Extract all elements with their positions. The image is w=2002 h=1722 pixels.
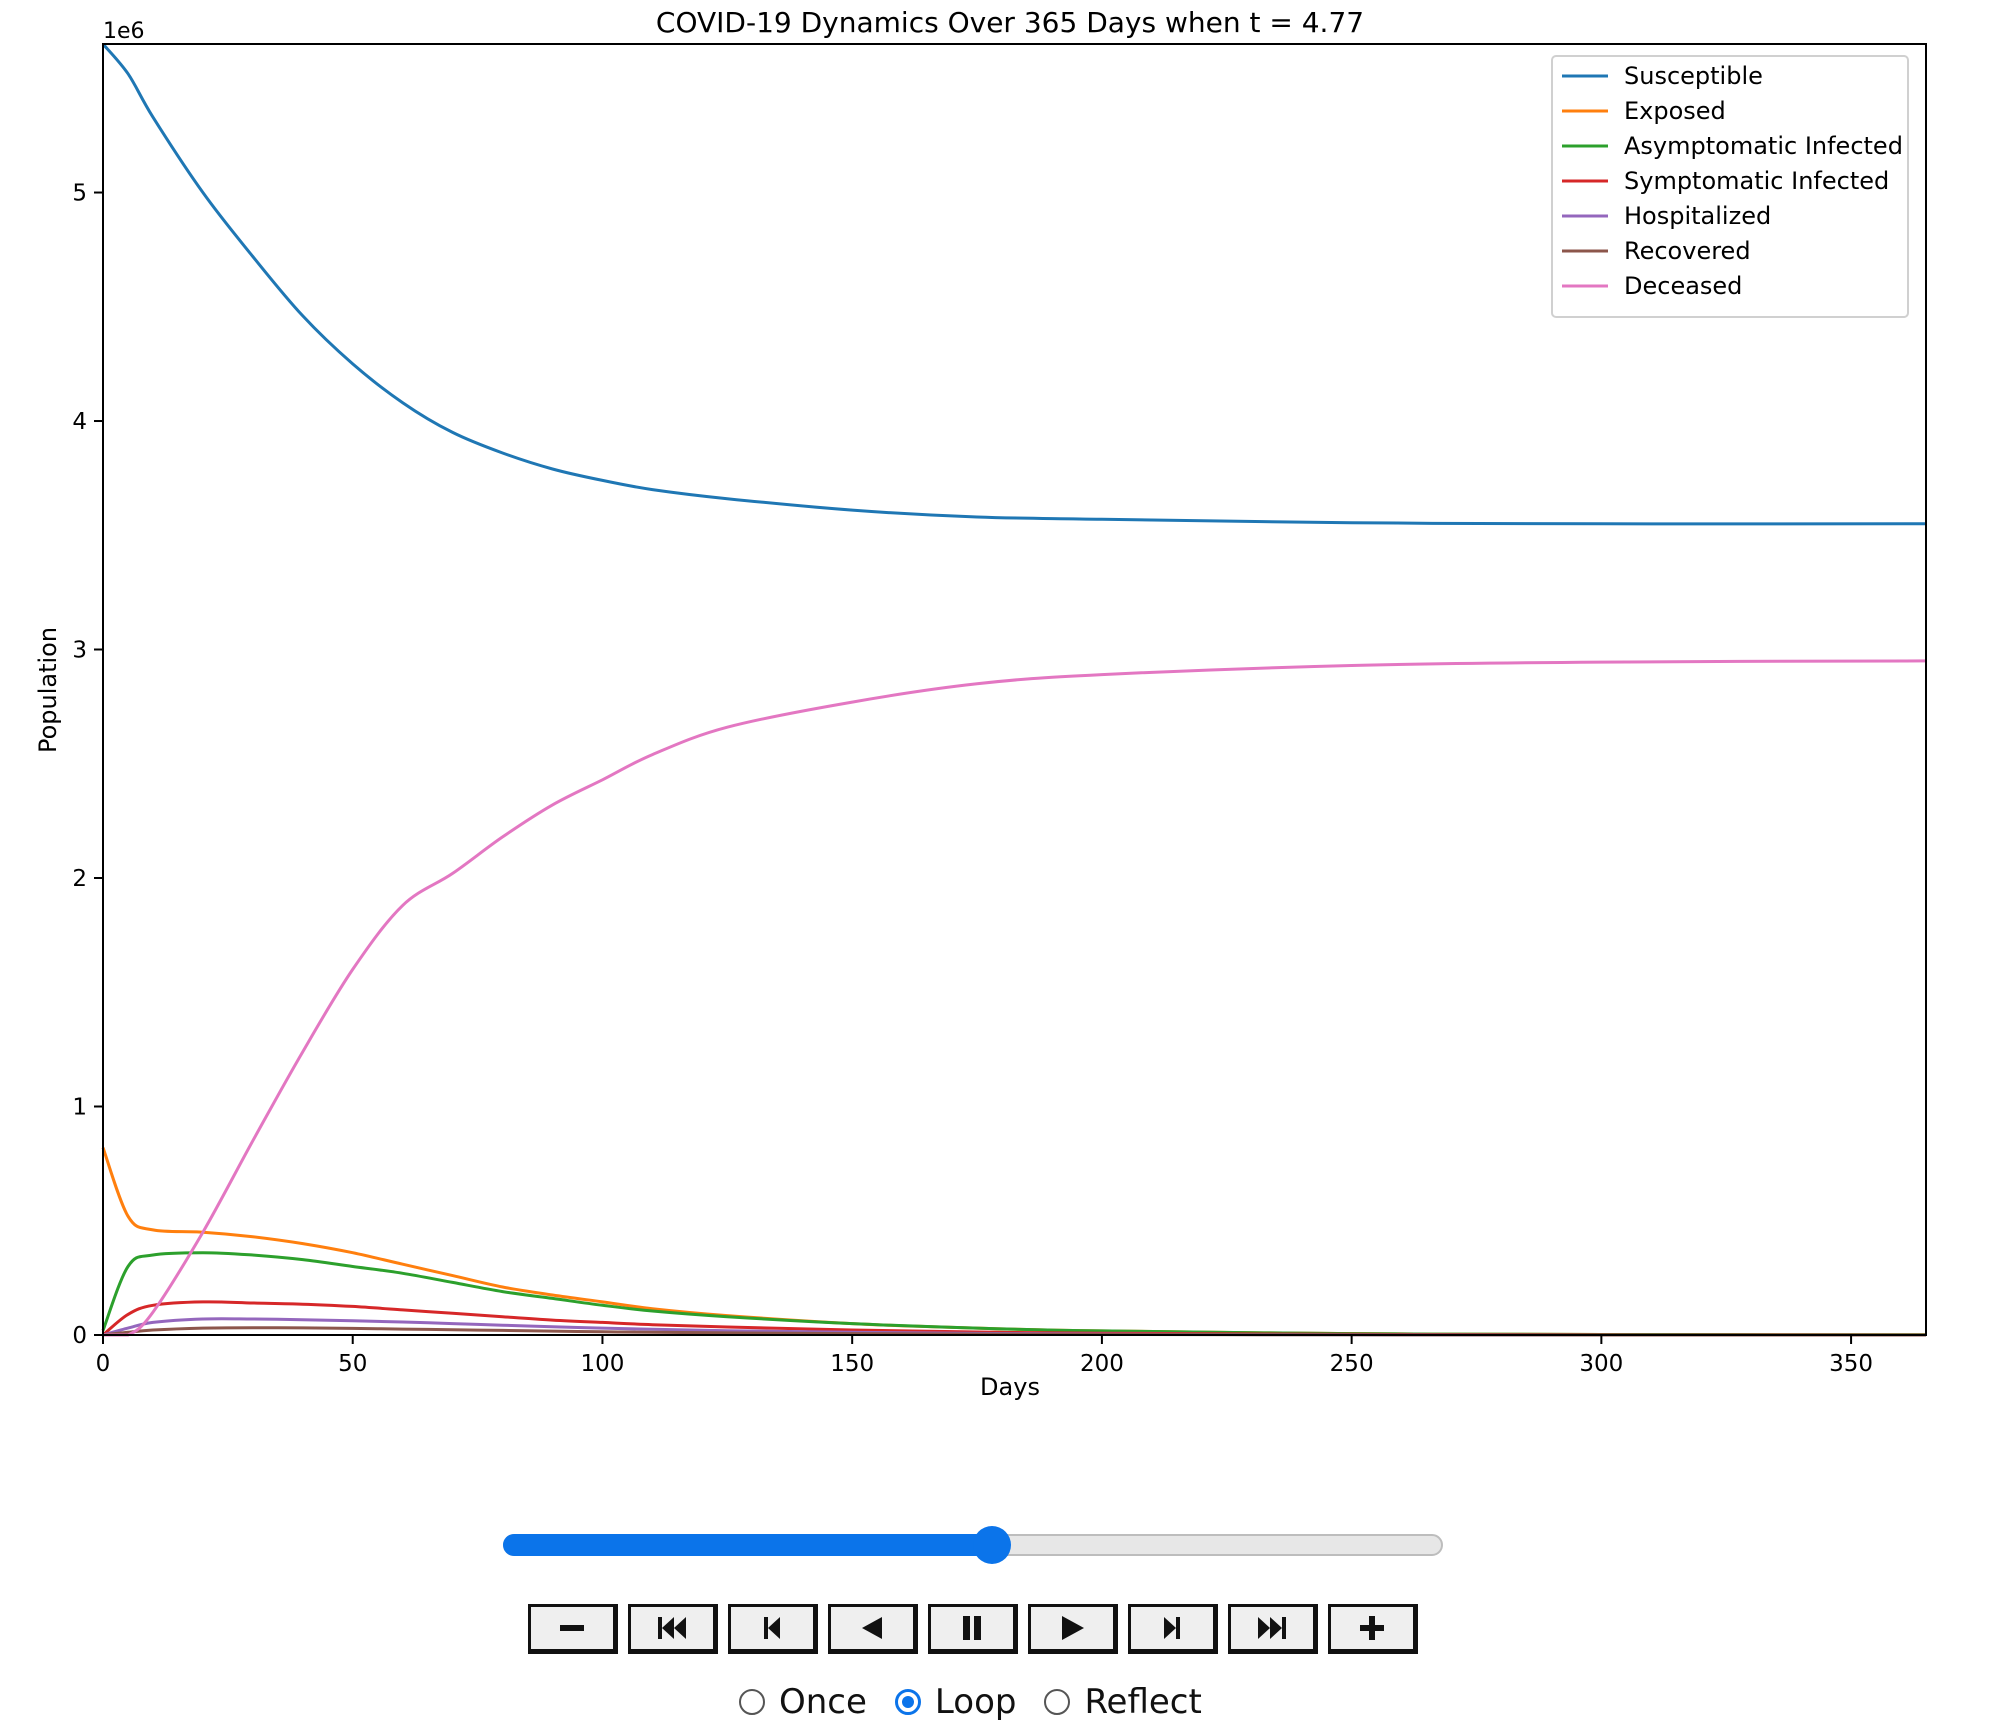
legend-entry: Susceptible [1624, 62, 1763, 90]
slider-fill [503, 1534, 992, 1556]
legend-entry: Recovered [1624, 237, 1751, 265]
animation-slider[interactable] [503, 1523, 1443, 1567]
legend: Susceptible Exposed Asymptomatic Infected S… [1551, 55, 1909, 318]
x-tick-label: 100 [580, 1351, 624, 1377]
first-frame-button[interactable] [628, 1604, 718, 1654]
legend-entry: Symptomatic Infected [1624, 167, 1889, 195]
x-tick-label: 250 [1330, 1351, 1374, 1377]
play-button[interactable] [1028, 1604, 1118, 1654]
series-line-hospitalized [102, 1317, 1926, 1337]
radio-once[interactable] [739, 1689, 765, 1715]
previous-frame-button[interactable] [728, 1604, 818, 1654]
x-tick-label: 200 [1080, 1351, 1124, 1377]
play-reverse-icon [862, 1617, 882, 1639]
mode-loop[interactable]: Loop [894, 1682, 1017, 1722]
mode-once[interactable]: Once [739, 1682, 867, 1722]
last-frame-button[interactable] [1228, 1604, 1318, 1654]
series-line-deceased [103, 659, 1927, 1337]
slider-thumb[interactable] [972, 1526, 1011, 1564]
loop-mode-group: Once Loop Reflect [739, 1682, 1230, 1722]
y-scale-label: 1e6 [103, 19, 145, 44]
mode-reflect[interactable]: Reflect [1044, 1682, 1202, 1722]
plus-icon [1360, 1616, 1384, 1640]
y-tick-label: 3 [72, 638, 87, 664]
x-tick-label: 300 [1579, 1351, 1623, 1377]
mode-reflect-label: Reflect [1084, 1682, 1202, 1722]
legend-box [1551, 55, 1909, 318]
y-tick-label: 0 [72, 1323, 87, 1349]
legend-entry: Deceased [1624, 272, 1742, 300]
x-tick-label: 150 [830, 1351, 874, 1377]
legend-entry: Hospitalized [1624, 202, 1771, 230]
x-tick-label: 350 [1829, 1351, 1873, 1377]
pause-icon [963, 1616, 981, 1640]
y-axis-label: Population [34, 627, 62, 753]
legend-entry: Asymptomatic Infected [1624, 132, 1903, 160]
y-tick-label: 1 [72, 1095, 87, 1121]
pause-button[interactable] [928, 1604, 1018, 1654]
population-chart: COVID-19 Dynamics Over 365 Days when t =… [34, 6, 1927, 1401]
x-axis-label: Days [980, 1373, 1040, 1401]
chart-title: COVID-19 Dynamics Over 365 Days when t =… [656, 6, 1364, 39]
step-forward-icon [1164, 1617, 1180, 1639]
series-layer [101, 43, 1927, 1337]
skip-to-start-icon [658, 1617, 686, 1639]
play-reverse-button[interactable] [828, 1604, 918, 1654]
decrease-speed-button[interactable] [528, 1604, 618, 1654]
y-tick-label: 2 [72, 866, 87, 892]
mode-once-label: Once [779, 1682, 867, 1722]
radio-reflect[interactable] [1044, 1689, 1071, 1715]
minus-icon [560, 1625, 584, 1631]
y-tick-label: 5 [72, 181, 87, 207]
x-tick-label: 0 [96, 1351, 111, 1377]
play-icon [1062, 1616, 1084, 1640]
skip-to-end-icon [1258, 1617, 1286, 1639]
series-line-susceptible [101, 43, 1927, 526]
next-frame-button[interactable] [1128, 1604, 1218, 1654]
increase-speed-button[interactable] [1328, 1604, 1418, 1654]
x-tick-label: 50 [338, 1351, 367, 1377]
radio-loop[interactable] [894, 1689, 921, 1715]
step-back-icon [764, 1617, 780, 1639]
axes-layer: 0 50 100 150 200 250 300 350 0 1 2 3 4 5 [72, 43, 1927, 1377]
mode-loop-label: Loop [934, 1682, 1017, 1722]
plot-frame [102, 43, 1927, 1336]
y-tick-label: 4 [72, 409, 87, 435]
legend-entry: Exposed [1624, 97, 1726, 125]
